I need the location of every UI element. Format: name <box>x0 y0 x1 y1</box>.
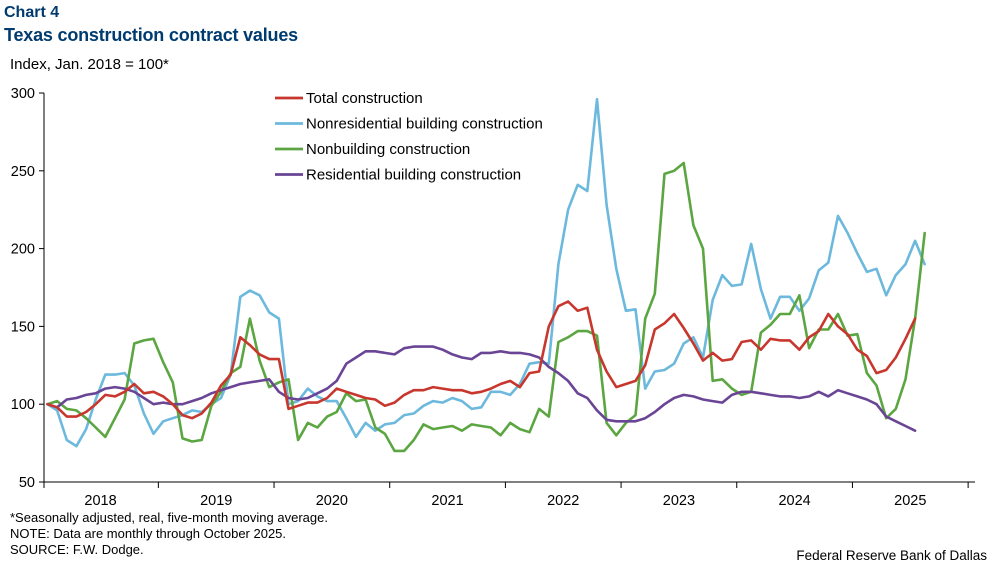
x-tick-label: 2021 <box>431 493 463 509</box>
series-layer <box>46 97 927 453</box>
series-line-nonresidential-building-construction <box>46 97 927 448</box>
x-tick-label: 2024 <box>778 493 810 509</box>
axes: 50 100 150 200 250 300 2018 2019 2020 2021 2022 202… <box>11 86 975 509</box>
x-tick-label: 2025 <box>894 493 926 509</box>
y-tick-label: 200 <box>11 242 35 258</box>
chart-title: Texas construction contract values <box>4 25 298 45</box>
x-tick-label: 2018 <box>84 493 116 509</box>
footnote-source: SOURCE: F.W. Dodge. <box>10 542 144 557</box>
y-tick-label: 300 <box>11 86 35 102</box>
y-tick-label: 150 <box>11 319 35 335</box>
footnote-data-note: NOTE: Data are monthly through October 2… <box>10 526 287 541</box>
series-line-residential-building-construction <box>46 345 917 433</box>
legend-label-total-construction: Total construction <box>306 90 423 107</box>
chart-number: Chart 4 <box>4 4 60 21</box>
y-tick-label: 50 <box>19 475 35 491</box>
legend-label-nonbuilding-construction: Nonbuilding construction <box>306 141 470 158</box>
y-tick-label: 250 <box>11 164 35 180</box>
x-tick-label: 2022 <box>547 493 579 509</box>
publisher-credit: Federal Reserve Bank of Dallas <box>796 548 987 563</box>
x-tick-label: 2020 <box>316 493 348 509</box>
series-line-nonbuilding-construction <box>46 161 927 453</box>
y-axis-label: Index, Jan. 2018 = 100* <box>10 56 169 73</box>
series-line-total-construction <box>46 300 917 420</box>
legend: Total construction Nonresidential buildin… <box>275 90 543 184</box>
y-tick-label: 100 <box>11 397 35 413</box>
legend-label-nonresidential-building-construction: Nonresidential building construction <box>306 116 543 133</box>
x-tick-label: 2019 <box>200 493 232 509</box>
x-tick-label: 2023 <box>663 493 695 509</box>
footnote-adjustment: *Seasonally adjusted, real, five-month m… <box>10 510 328 525</box>
legend-label-residential-building-construction: Residential building construction <box>306 167 521 184</box>
